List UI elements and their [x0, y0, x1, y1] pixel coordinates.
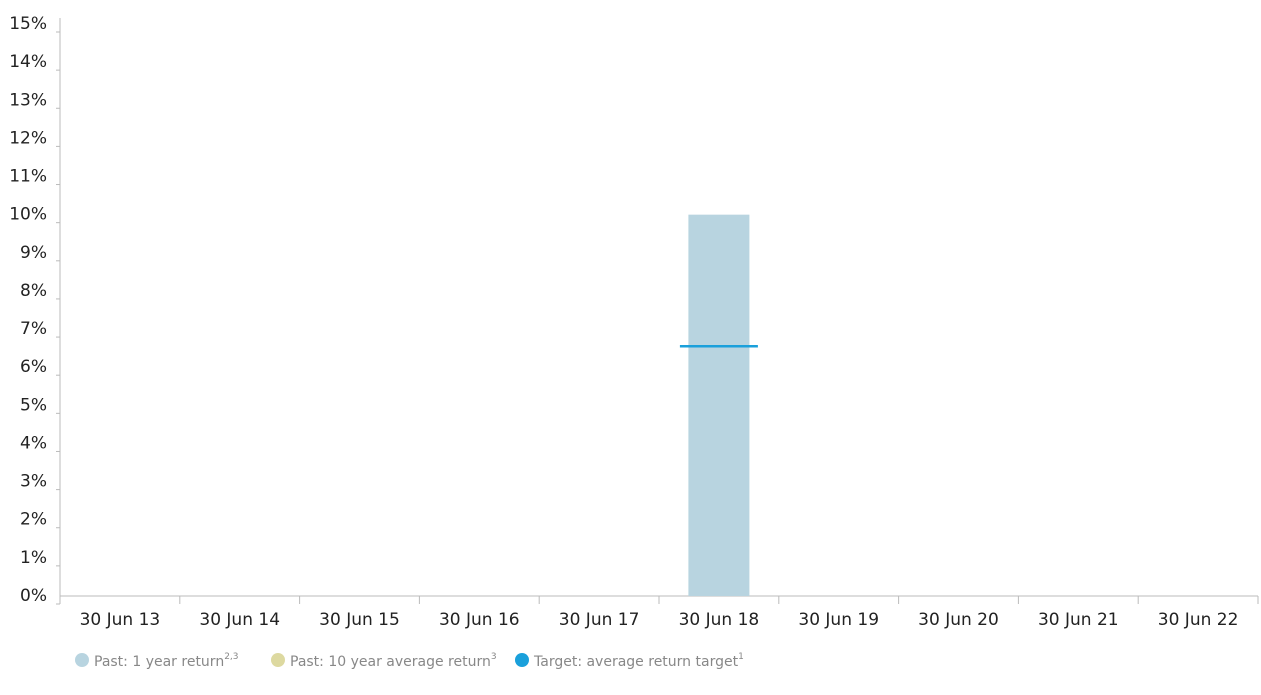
legend-name: Target: average return target [533, 654, 739, 670]
x-tick-label: 30 Jun 21 [1038, 610, 1119, 630]
legend-footnote: 3 [491, 652, 497, 662]
legend-footnote: 1 [738, 652, 744, 662]
x-tick-label: 30 Jun 20 [918, 610, 999, 630]
legend-swatch [271, 653, 285, 667]
y-tick-label: 7% [20, 319, 47, 339]
x-tick-label: 30 Jun 18 [679, 610, 760, 630]
y-tick-label: 8% [20, 281, 47, 301]
y-tick-label: 11% [9, 167, 47, 187]
x-tick-label: 30 Jun 16 [439, 610, 520, 630]
y-tick-label: 4% [20, 433, 47, 453]
legend-label: Past: 1 year return2,3 [94, 652, 239, 671]
x-tick-label: 30 Jun 15 [319, 610, 400, 630]
y-tick-label: 3% [20, 472, 47, 492]
y-tick-label: 15% [9, 14, 47, 34]
y-tick-label: 14% [9, 52, 47, 72]
y-tick-label: 1% [20, 548, 47, 568]
x-tick-label: 30 Jun 17 [559, 610, 640, 630]
y-tick-label: 6% [20, 357, 47, 377]
legend-name: Past: 1 year return [94, 654, 224, 670]
x-tick-label: 30 Jun 19 [798, 610, 879, 630]
y-tick-label: 12% [9, 128, 47, 148]
legend-footnote: 2,3 [224, 652, 238, 662]
legend-label: Past: 10 year average return3 [290, 652, 497, 671]
y-tick-label: 2% [20, 510, 47, 530]
x-tick-label: 30 Jun 13 [80, 610, 161, 630]
x-tick-label: 30 Jun 14 [199, 610, 280, 630]
bar [688, 214, 750, 596]
legend-label: Target: average return target1 [533, 652, 744, 671]
y-tick-label: 10% [9, 205, 47, 225]
y-tick-label: 9% [20, 243, 47, 263]
y-tick-label: 5% [20, 395, 47, 415]
legend-swatch [75, 653, 89, 667]
legend-name: Past: 10 year average return [290, 654, 491, 670]
y-tick-label: 13% [9, 90, 47, 110]
x-tick-label: 30 Jun 22 [1158, 610, 1239, 630]
y-tick-label: 0% [20, 586, 47, 606]
legend-swatch [515, 653, 529, 667]
